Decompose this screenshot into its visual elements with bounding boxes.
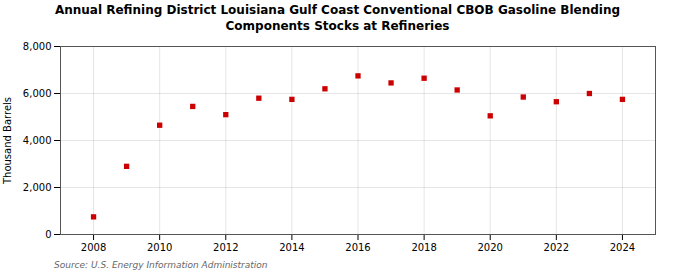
svg-text:2020: 2020 xyxy=(477,242,502,253)
svg-text:2014: 2014 xyxy=(279,242,304,253)
svg-text:4,000: 4,000 xyxy=(23,135,52,146)
svg-text:2,000: 2,000 xyxy=(23,182,52,193)
html-text:Annual Refining District Louis: Annual Refining District Louisiana Gulf … xyxy=(54,3,621,33)
svg-text:8,000: 8,000 xyxy=(23,41,52,52)
svg-text:2016: 2016 xyxy=(345,242,370,253)
svg-text:2012: 2012 xyxy=(213,242,238,253)
svg-text:Thousand Barrels: Thousand Barrels xyxy=(2,97,13,185)
svg-text:0: 0 xyxy=(45,229,51,240)
svg-text:2018: 2018 xyxy=(411,242,436,253)
svg-text:6,000: 6,000 xyxy=(23,88,52,99)
svg-text:2022: 2022 xyxy=(544,242,569,253)
svg-text:2008: 2008 xyxy=(81,242,106,253)
svg-text:2010: 2010 xyxy=(147,242,172,253)
html-text:Source: U.S. Energy Informatio: Source: U.S. Energy Information Administ… xyxy=(54,260,268,271)
svg-text:2024: 2024 xyxy=(610,242,635,253)
